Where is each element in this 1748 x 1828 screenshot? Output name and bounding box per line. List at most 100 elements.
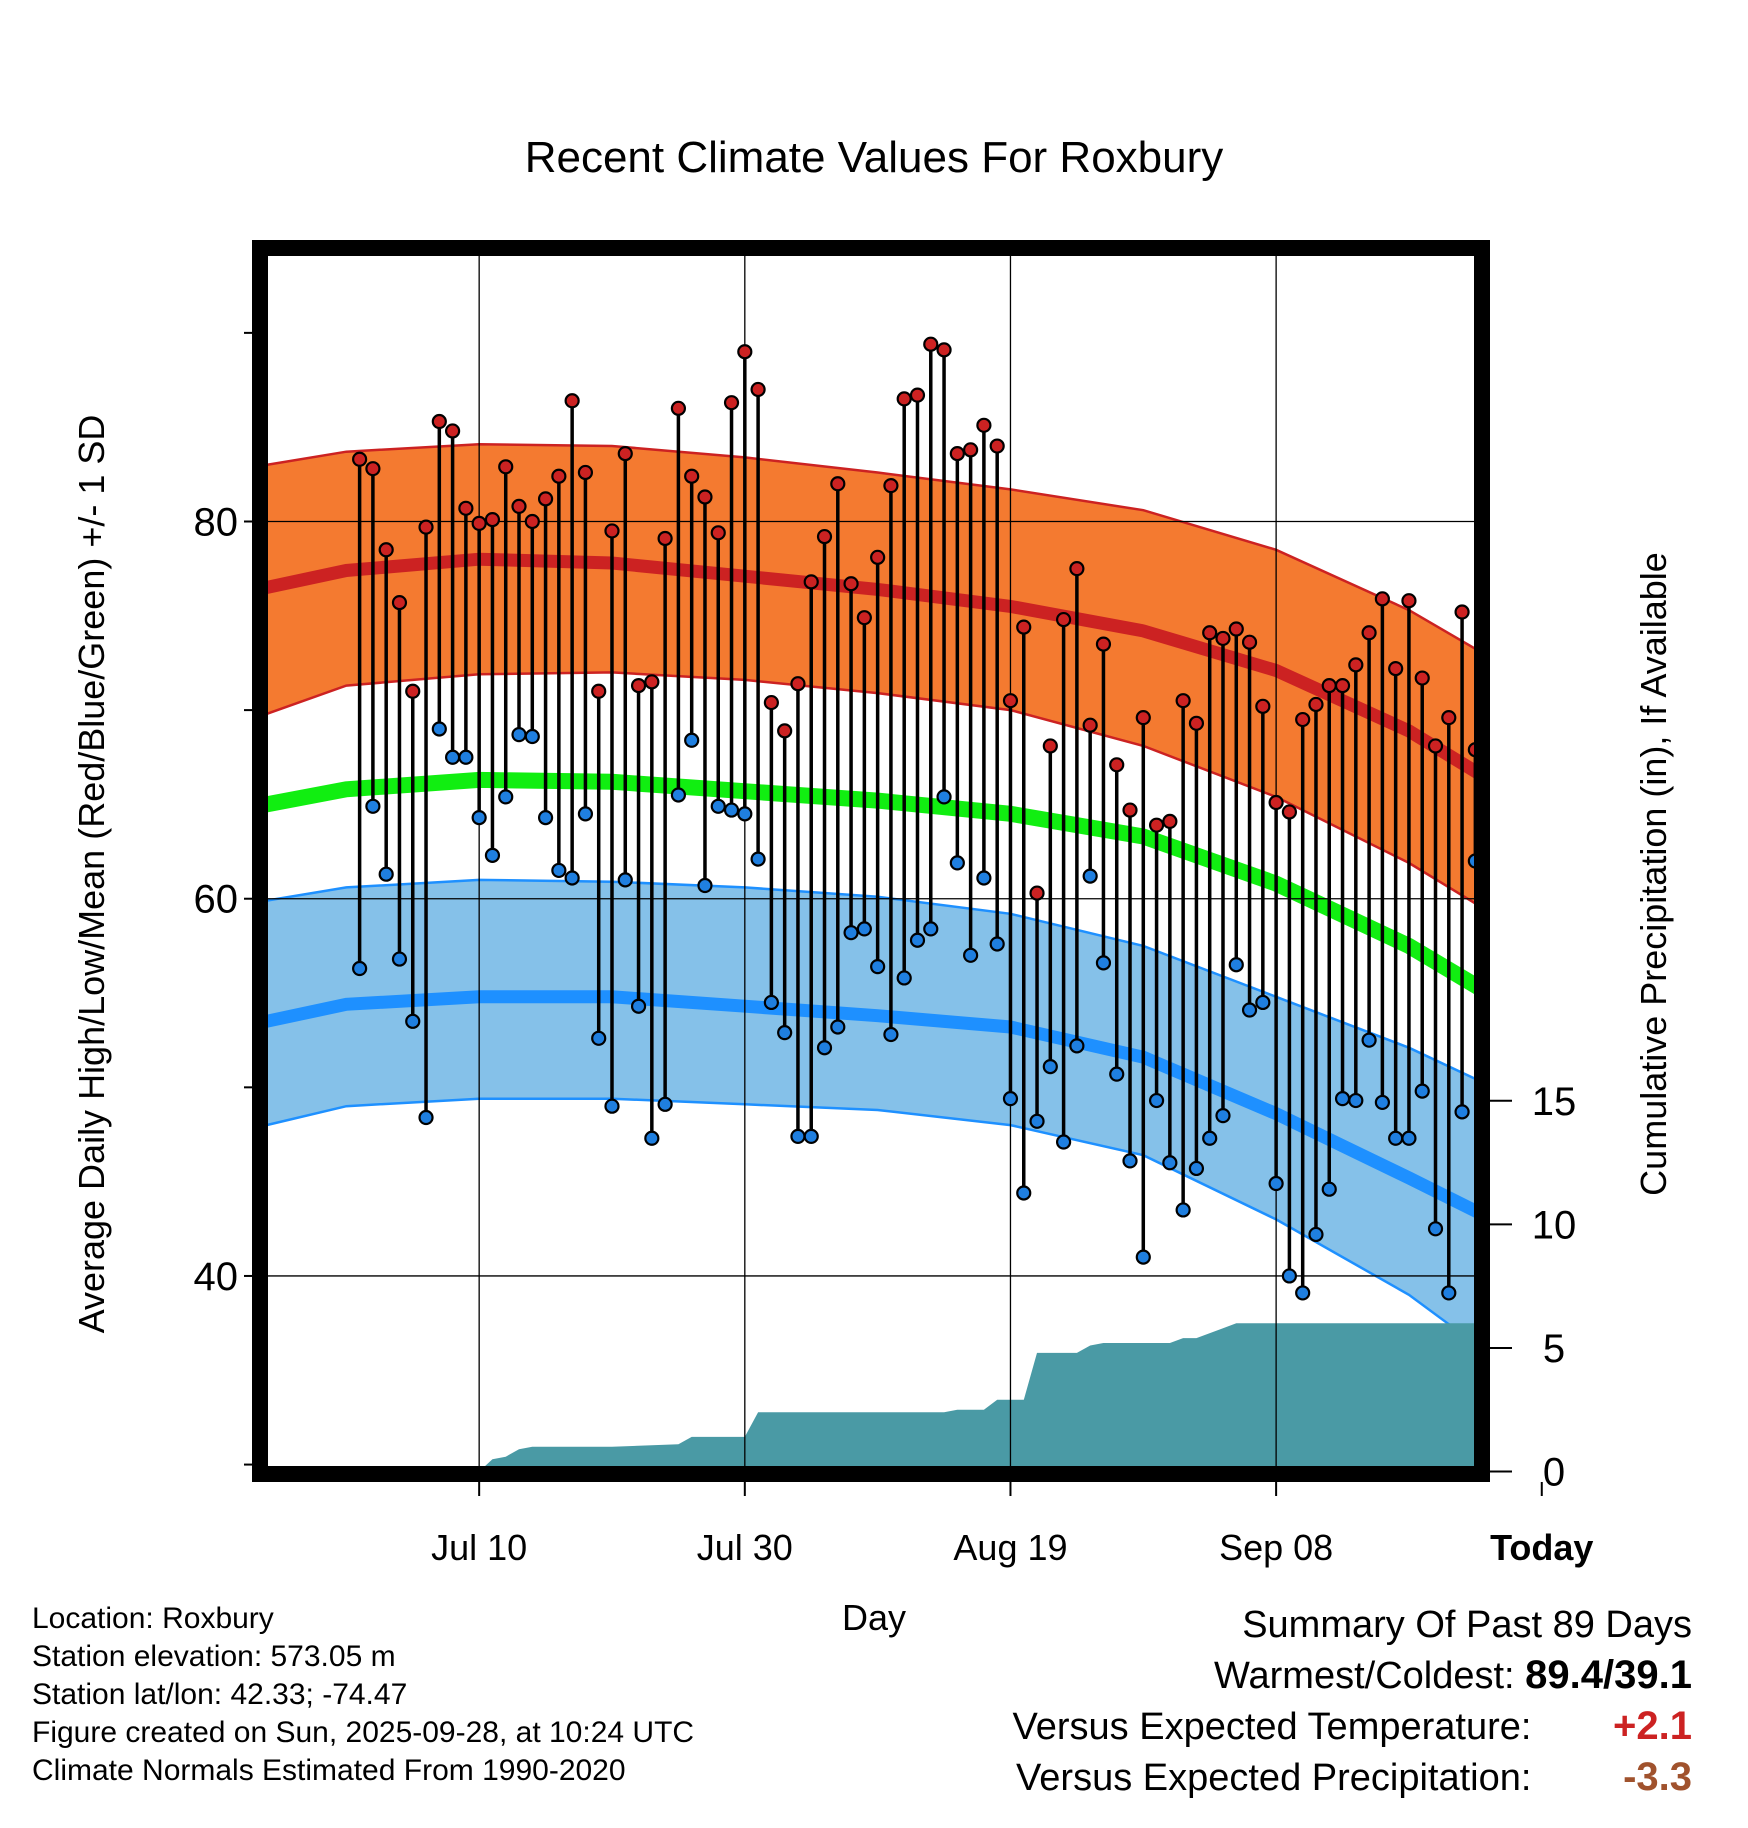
high-temp-point — [1188, 715, 1205, 731]
low-temp-point — [1509, 960, 1522, 973]
high-temp-point — [1401, 593, 1417, 609]
y-tick-label: 80 — [194, 500, 239, 544]
low-temp-point — [1295, 1285, 1311, 1301]
low-temp-point — [1495, 862, 1508, 875]
low-temp-point — [564, 870, 580, 886]
low-temp-point — [405, 1013, 421, 1029]
high-temp-point — [883, 478, 899, 494]
low-temp-point — [1308, 1226, 1324, 1243]
low-temp-point — [591, 1030, 607, 1046]
low-temp-point — [1095, 955, 1112, 971]
low-temp-point — [1162, 1155, 1178, 1171]
station-info: Location: Roxbury Station elevation: 573… — [32, 1600, 694, 1790]
high-temp-point — [511, 498, 527, 515]
low-temp-point — [431, 721, 447, 737]
high-temp-point — [1095, 636, 1112, 652]
low-temp-point — [1215, 1108, 1231, 1124]
low-temp-point — [1241, 1002, 1258, 1018]
y2-axis-label: Cumulative Precipitation (in), If Availa… — [1633, 552, 1674, 1196]
high-temp-point — [697, 489, 713, 505]
low-temp-point — [843, 925, 859, 941]
low-temp-point — [391, 951, 408, 967]
precip-anomaly-label: Versus Expected Precipitation: — [1016, 1757, 1532, 1799]
high-temp-point — [1427, 738, 1444, 754]
high-temp-point — [604, 523, 620, 539]
low-temp-point — [870, 959, 886, 975]
y2-tick-label: 5 — [1543, 1327, 1565, 1371]
created-text: Figure created on Sun, 2025-09-28, at 10… — [32, 1716, 695, 1749]
low-temp-point — [630, 998, 647, 1014]
low-temp-point — [458, 749, 474, 765]
high-temp-point — [1374, 591, 1390, 607]
high-temp-point — [1202, 625, 1218, 641]
low-temp-point — [963, 947, 979, 963]
low-temp-point — [710, 798, 726, 814]
high-temp-point — [949, 445, 965, 462]
high-temp-point — [1069, 561, 1085, 577]
high-temp-point — [1454, 604, 1470, 620]
low-temp-point — [1334, 1091, 1351, 1107]
low-temp-point — [737, 806, 753, 822]
high-temp-point — [378, 542, 394, 558]
low-temp-point — [1361, 1032, 1377, 1048]
plot-frame — [252, 240, 1490, 1482]
low-temp-point — [1055, 1134, 1072, 1150]
high-temp-point — [1241, 634, 1258, 650]
low-temp-point — [777, 1025, 793, 1041]
low-temp-point — [830, 1019, 846, 1035]
chart-title: Recent Climate Values For Roxbury — [525, 133, 1224, 182]
high-temp-point — [1509, 679, 1522, 692]
low-temp-point — [1082, 868, 1098, 884]
low-temp-point — [1122, 1153, 1138, 1169]
low-temp-point — [1042, 1058, 1058, 1075]
low-temp-point — [790, 1128, 806, 1144]
high-temp-point — [896, 391, 912, 407]
high-temp-point — [471, 515, 487, 531]
x-axis-label: Day — [842, 1597, 906, 1638]
high-temp-point — [352, 451, 368, 467]
low-temp-point — [1069, 1038, 1085, 1054]
low-temp-point — [551, 862, 567, 879]
high-temp-point — [1495, 722, 1508, 735]
high-temp-point — [923, 336, 939, 352]
high-temp-point — [484, 512, 501, 528]
normals-text: Climate Normals Estimated From 1990-2020 — [32, 1754, 626, 1787]
warmest-coldest-row: Warmest/Coldest: 89.4/39.1 — [1013, 1650, 1692, 1701]
precipitation-area — [479, 1323, 1482, 1474]
low-temp-point — [1016, 1185, 1032, 1201]
low-temp-point — [750, 851, 766, 867]
high-temp-point — [1295, 711, 1311, 728]
low-temp-point — [644, 1130, 660, 1146]
high-temp-point — [391, 594, 408, 611]
high-temp-point — [1016, 619, 1032, 635]
low-temp-point — [365, 798, 381, 814]
normal-low-line — [265, 990, 1482, 1222]
high-temp-point — [1042, 738, 1058, 754]
low-temp-point — [604, 1098, 620, 1114]
low-temp-point — [803, 1128, 819, 1144]
low-temp-point — [1228, 957, 1244, 973]
low-temp-point — [989, 936, 1005, 952]
summary-title: Summary Of Past 89 Days — [1242, 1604, 1692, 1646]
y-tick-label: 40 — [194, 1255, 239, 1299]
high-temp-point — [1215, 630, 1231, 647]
low-temp-point — [1002, 1091, 1019, 1107]
high-temp-point — [1162, 813, 1178, 829]
high-temp-point — [1321, 677, 1337, 694]
low-temp-point — [816, 1040, 833, 1056]
high-temp-point — [1055, 611, 1072, 628]
high-temp-point — [1002, 693, 1019, 709]
high-temp-point — [909, 387, 926, 403]
low-temp-point — [923, 921, 939, 937]
high-temp-point — [737, 344, 753, 360]
precip-anomaly-row: Versus Expected Precipitation: -3.3 — [1013, 1752, 1692, 1803]
low-temp-point — [352, 960, 368, 977]
low-temp-point — [1281, 1268, 1298, 1284]
high-temp-point — [564, 393, 580, 409]
high-temp-point — [936, 342, 952, 358]
high-temp-point — [444, 423, 461, 439]
high-temp-point — [551, 468, 567, 484]
high-temp-point — [365, 461, 381, 477]
